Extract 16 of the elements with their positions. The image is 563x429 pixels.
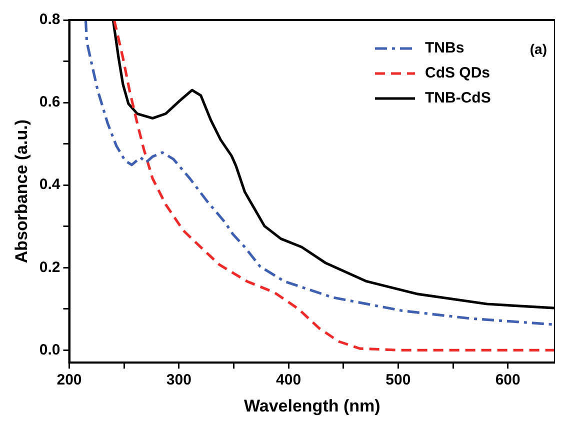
legend-label: CdS QDs [425,64,490,82]
x-tick-label: 500 [386,372,411,389]
x-tick-label: 400 [276,372,302,389]
y-tick-label: 0.6 [39,94,60,111]
legend-label: TNB-CdS [425,90,491,107]
annotation: (a) [530,40,547,57]
y-axis-title: Absorbance (a.u.) [12,120,31,264]
y-tick-label: 0.8 [39,11,60,28]
x-axis-title: Wavelength (nm) [244,396,380,416]
y-tick-label: 0.2 [39,258,60,276]
y-tick-label: 0.4 [39,176,61,194]
y-tick-label: 0.0 [39,341,60,358]
x-tick-label: 600 [495,372,520,389]
x-tick-label: 300 [166,372,192,389]
legend-label: TNBs [425,40,464,57]
x-tick-label: 200 [56,372,82,389]
